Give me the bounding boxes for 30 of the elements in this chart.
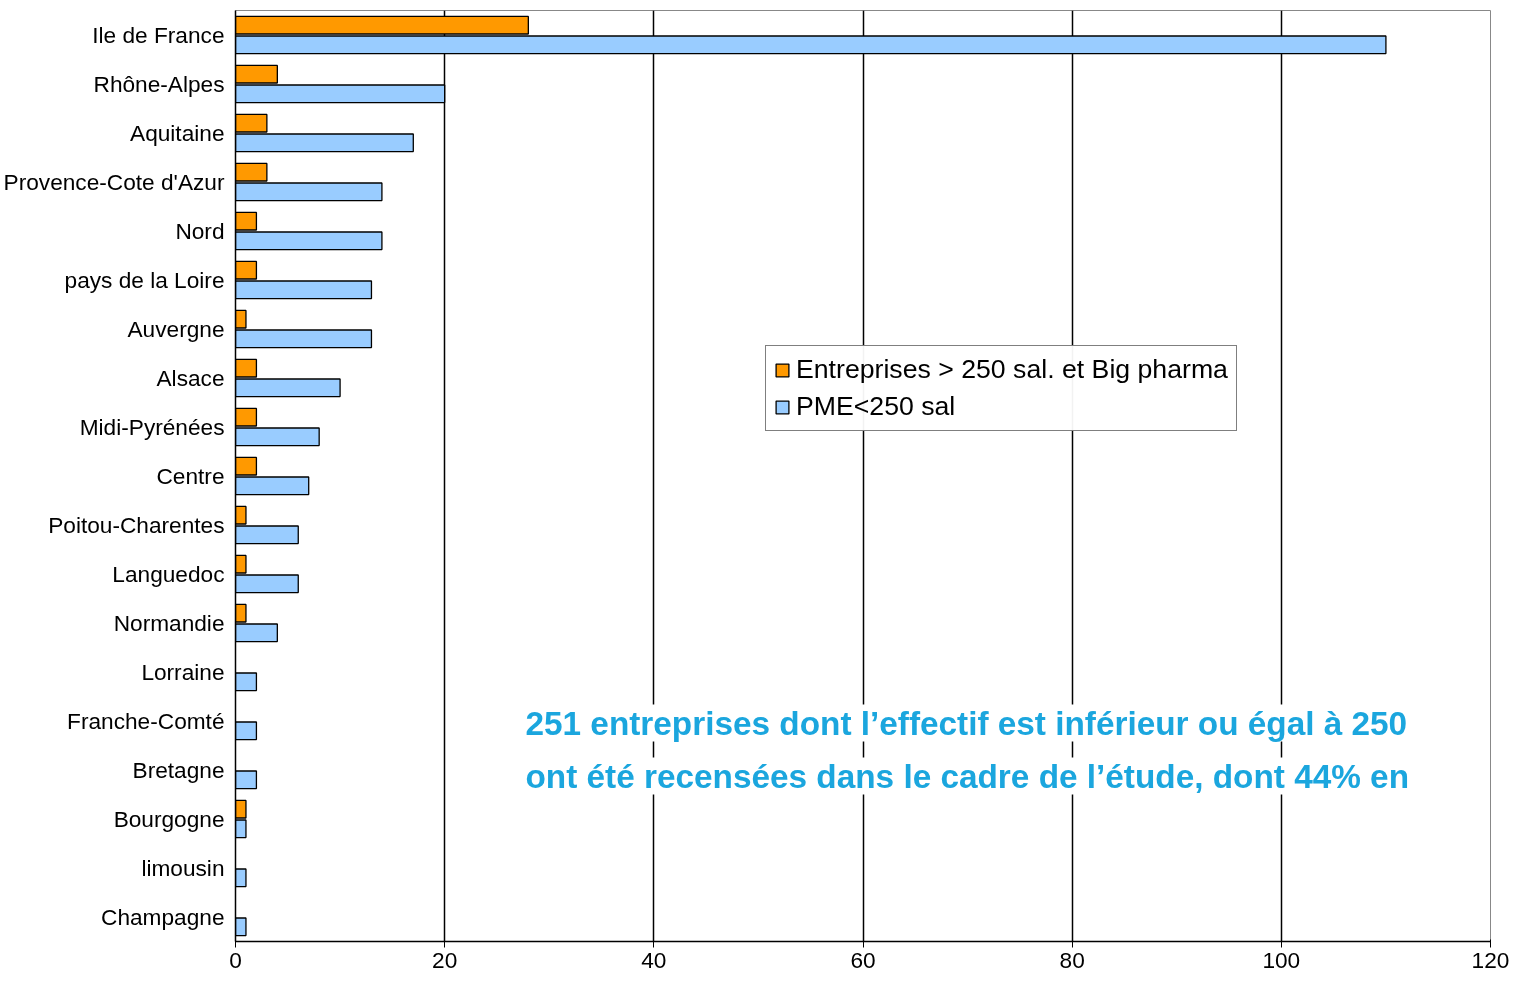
y-tick-label: pays de la Loire (64, 267, 225, 293)
y-tick-label: limousin (141, 855, 225, 881)
y-tick-label: Alsace (156, 365, 225, 391)
y-tick-label: Franche-Comté (67, 708, 225, 734)
y-tick-label: Poitou-Charentes (48, 512, 225, 538)
x-tick-label: 20 (432, 946, 458, 973)
legend-label: Entreprises > 250 sal. et Big pharma (796, 354, 1228, 385)
legend-label: PME<250 sal (796, 391, 956, 422)
y-tick-label: Champagne (101, 904, 225, 930)
y-tick-label: Lorraine (141, 659, 225, 685)
annotation: 251 entreprises dont l’effectif est inférieur ou égal à 250 (525, 704, 1408, 742)
x-tick-label: 60 (850, 946, 876, 973)
y-tick-label: Languedoc (112, 561, 225, 587)
x-tick-label: 0 (229, 946, 242, 973)
y-tick-label: Provence-Cote d'Azur (3, 169, 225, 195)
x-tick-label: 120 (1471, 946, 1510, 973)
x-tick-label: 80 (1059, 946, 1085, 973)
y-tick-label: Midi-Pyrénées (79, 414, 225, 440)
y-tick-label: Ile de France (92, 22, 225, 48)
y-tick-label: Aquitaine (130, 120, 225, 146)
y-tick-label: Bretagne (132, 757, 225, 783)
y-tick-label: Centre (156, 463, 225, 489)
x-tick-label: 100 (1262, 946, 1301, 973)
x-tick-label: 40 (641, 946, 667, 973)
y-tick-label: Nord (175, 218, 225, 244)
annotation: ont été recensées dans le cadre de l’étude, dont 44% en (525, 757, 1410, 795)
y-tick-label: Auvergne (127, 316, 225, 342)
y-tick-label: Normandie (113, 610, 225, 636)
y-tick-label: Bourgogne (113, 806, 225, 832)
y-tick-label: Rhône-Alpes (93, 71, 225, 97)
